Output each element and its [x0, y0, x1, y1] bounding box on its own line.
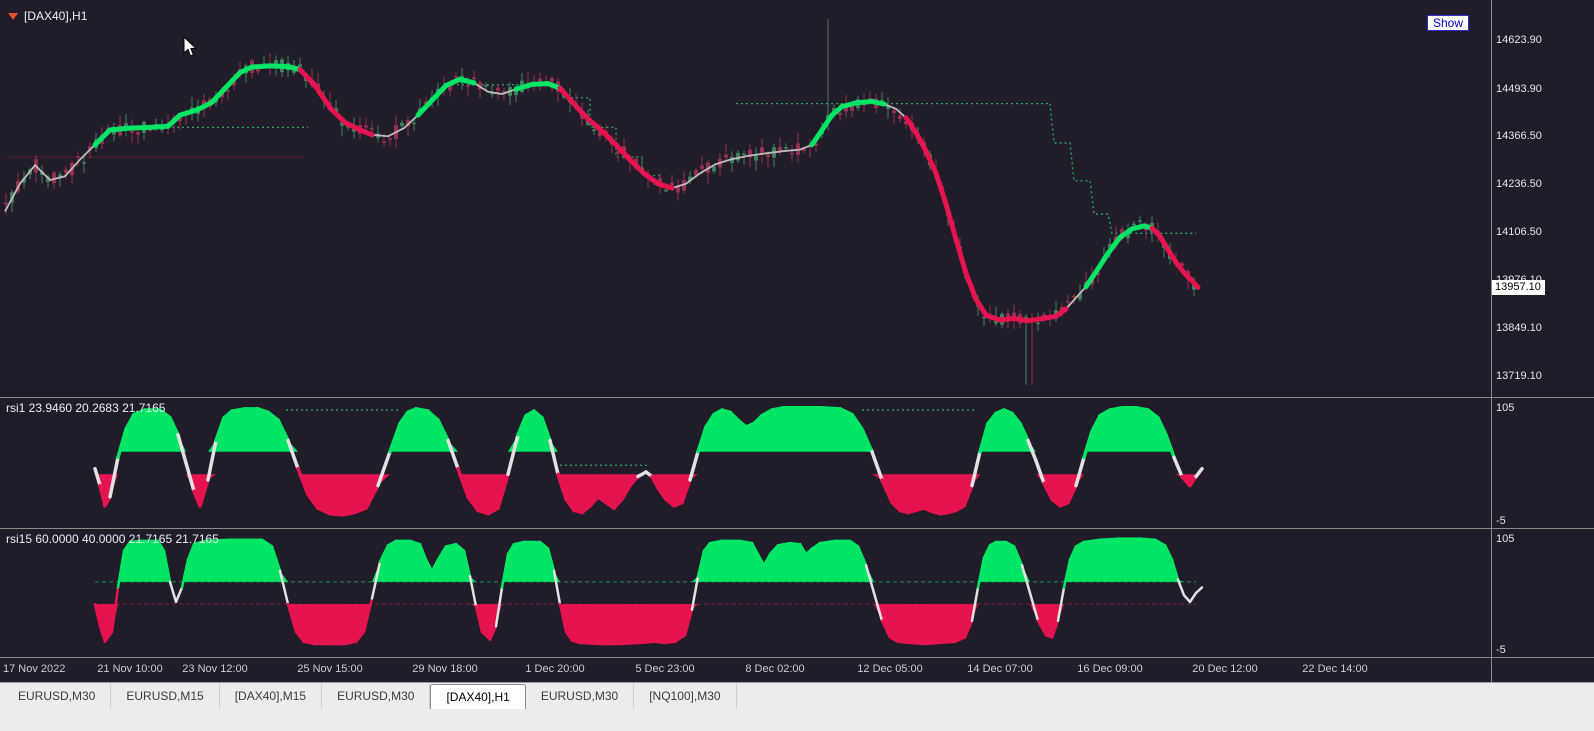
rsi1-scale[interactable]: 105 -5 [1491, 398, 1594, 529]
chart-tab-eurusd-m30[interactable]: EURUSD,M30 [3, 683, 112, 709]
rsi15-scale[interactable]: 105 -5 [1491, 529, 1594, 658]
price-axis-label: 14236.50 [1496, 177, 1542, 190]
price-axis-label: 13719.10 [1496, 369, 1542, 382]
rsi1-chart-canvas[interactable] [0, 398, 1491, 528]
rsi1-values-label: rsi1 23.9460 20.2683 21.7165 [6, 401, 166, 415]
time-axis[interactable]: 17 Nov 2022 21 Nov 10:00 23 Nov 12:00 25 No… [0, 658, 1491, 682]
price-axis-label: 14106.50 [1496, 226, 1542, 239]
chart-workspace: [DAX40],H1 Show rsi1 23.9460 20.2683 21.… [0, 0, 1594, 682]
rsi1-indicator-panel[interactable]: rsi1 23.9460 20.2683 21.7165 [0, 398, 1491, 528]
time-axis-label: 29 Nov 18:00 [412, 663, 478, 675]
chart-tab--dax40-h1[interactable]: [DAX40],H1 [430, 684, 526, 709]
main-price-panel[interactable]: [DAX40],H1 Show [0, 0, 1491, 397]
time-axis-label: 8 Dec 02:00 [745, 663, 805, 675]
right-axis-column[interactable]: 13957.10 14623.90 14493.90 14366.50 14236.5… [1491, 0, 1594, 682]
panel-separator[interactable] [0, 657, 1594, 658]
rsi15-scale-top-label: 105 [1496, 533, 1515, 545]
price-axis-label: 14623.90 [1496, 34, 1542, 47]
time-axis-label: 17 Nov 2022 [3, 663, 66, 675]
current-price-badge: 13957.10 [1491, 280, 1545, 296]
price-axis[interactable]: 13957.10 14623.90 14493.90 14366.50 14236.5… [1491, 0, 1594, 398]
chart-tab-eurusd-m30[interactable]: EURUSD,M30 [526, 683, 635, 709]
show-button[interactable]: Show [1426, 15, 1469, 31]
time-axis-label: 14 Dec 07:00 [967, 663, 1033, 675]
time-axis-label: 20 Dec 12:00 [1192, 663, 1258, 675]
rsi1-scale-top-label: 105 [1496, 402, 1515, 414]
axis-separator [1491, 0, 1492, 682]
rsi1-scale-bottom-label: -5 [1496, 515, 1506, 527]
time-axis-label: 16 Dec 09:00 [1077, 663, 1143, 675]
time-axis-label: 21 Nov 10:00 [97, 663, 163, 675]
price-axis-label: 13849.10 [1496, 321, 1542, 334]
time-axis-label: 22 Dec 14:00 [1302, 663, 1368, 675]
symbol-period-label: [DAX40],H1 [8, 9, 87, 23]
time-axis-label: 23 Nov 12:00 [182, 663, 248, 675]
rsi15-indicator-panel[interactable]: rsi15 60.0000 40.0000 21.7165 21.7165 [0, 529, 1491, 657]
mouse-cursor-icon [183, 36, 198, 57]
chart-tab-eurusd-m15[interactable]: EURUSD,M15 [111, 683, 220, 709]
price-axis-label: 14493.90 [1496, 82, 1542, 95]
main-chart-canvas[interactable] [0, 0, 1491, 397]
rsi15-values-label: rsi15 60.0000 40.0000 21.7165 21.7165 [6, 532, 219, 546]
time-axis-label: 25 Nov 15:00 [297, 663, 363, 675]
chart-panels-column: [DAX40],H1 Show rsi1 23.9460 20.2683 21.… [0, 0, 1491, 682]
rsi15-scale-bottom-label: -5 [1496, 644, 1506, 656]
chart-tab-bar: EURUSD,M30 EURUSD,M15 [DAX40],M15 EURUSD,M3… [0, 682, 1594, 709]
time-axis-label: 5 Dec 23:00 [635, 663, 695, 675]
chart-marker-icon [8, 12, 18, 20]
time-axis-label: 1 Dec 20:00 [525, 663, 585, 675]
chart-tab--dax40-m15[interactable]: [DAX40],M15 [220, 683, 323, 709]
symbol-period-text: [DAX40],H1 [24, 9, 88, 23]
panel-separator[interactable] [0, 397, 1594, 398]
chart-tab-eurusd-m30[interactable]: EURUSD,M30 [322, 683, 431, 709]
panel-separator[interactable] [0, 528, 1594, 529]
price-axis-label: 14366.50 [1496, 129, 1542, 142]
bottom-strip [0, 709, 1594, 731]
rsi15-chart-canvas[interactable] [0, 529, 1491, 657]
time-axis-corner [1491, 658, 1594, 682]
time-axis-label: 12 Dec 05:00 [857, 663, 923, 675]
chart-tab--nq100-m30[interactable]: [NQ100],M30 [634, 683, 737, 709]
